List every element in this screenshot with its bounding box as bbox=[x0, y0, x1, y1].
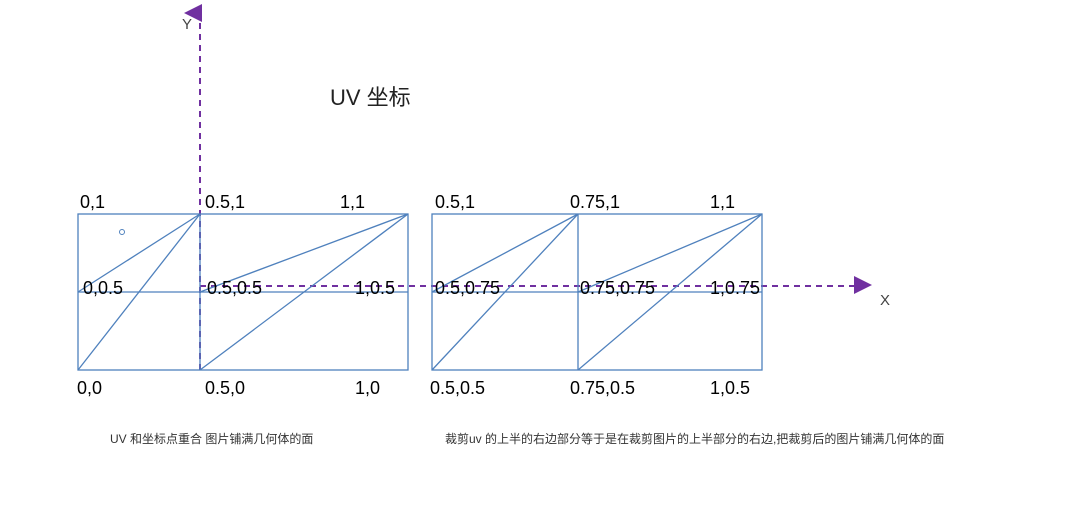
coord-label: 0.75,1 bbox=[570, 192, 620, 213]
caption-left: UV 和坐标点重合 图片铺满几何体的面 bbox=[110, 430, 313, 447]
coord-label: 1,0.5 bbox=[710, 378, 750, 399]
x-axis-label: X bbox=[880, 292, 890, 309]
coord-label: 1,1 bbox=[710, 192, 735, 213]
coord-label: 1,0.75 bbox=[710, 278, 760, 299]
coord-label: 1,1 bbox=[340, 192, 365, 213]
rects-group bbox=[78, 214, 762, 370]
coord-label: 0.5,0 bbox=[205, 378, 245, 399]
coord-label: 0,0 bbox=[77, 378, 102, 399]
coord-label: 0.5,0.75 bbox=[435, 278, 500, 299]
coord-label: 1,0.5 bbox=[355, 278, 395, 299]
coord-label: 0.75,0.5 bbox=[570, 378, 635, 399]
diagram-stage: UV 坐标 Y X 0,1 0.5,1 1,1 0,0.5 0.5,0.5 1,0.5 0,… bbox=[0, 0, 1088, 516]
coord-label: 1,0 bbox=[355, 378, 380, 399]
coord-label: 0,0.5 bbox=[83, 278, 123, 299]
coord-label: 0.5,0.5 bbox=[430, 378, 485, 399]
caption-right: 裁剪uv 的上半的右边部分等于是在裁剪图片的上半部分的右边,把裁剪后的图片铺满几… bbox=[445, 430, 944, 447]
coord-label: 0.5,1 bbox=[435, 192, 475, 213]
y-axis-label: Y bbox=[182, 16, 192, 33]
axes-group bbox=[200, 12, 870, 370]
coord-label: 0.5,0.5 bbox=[207, 278, 262, 299]
coord-label: 0,1 bbox=[80, 192, 105, 213]
diagram-title: UV 坐标 bbox=[330, 80, 411, 112]
coord-label: 0.5,1 bbox=[205, 192, 245, 213]
coord-label: 0.75,0.75 bbox=[580, 278, 655, 299]
